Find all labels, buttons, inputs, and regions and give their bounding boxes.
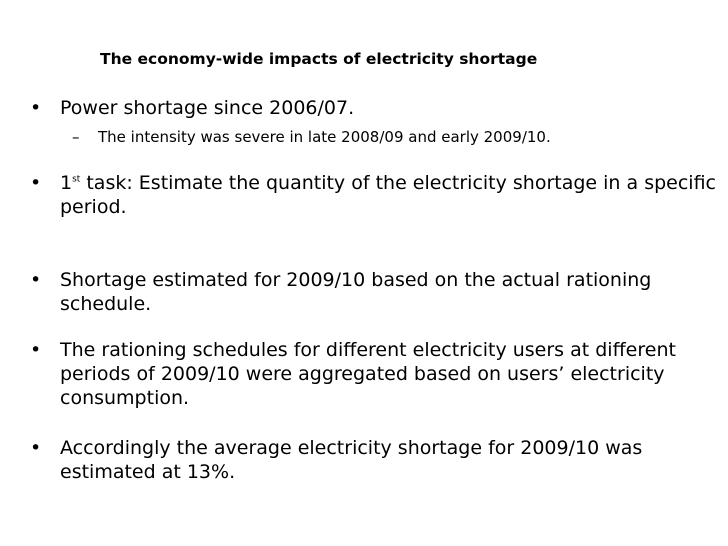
sub-bullet-text: The intensity was severe in late 2008/09… [98,128,551,146]
bullet-icon: • [30,437,42,459]
bullet-text: Accordingly the average electricity shor… [60,437,643,483]
bullet-text: The rationing schedules for different el… [60,339,676,409]
bullet-icon: • [30,172,42,194]
bullet-text: Power shortage since 2006/07. [60,97,355,119]
dash-icon: – [72,128,80,146]
bullet-icon: • [30,339,42,361]
bullet-text: Shortage estimated for 2009/10 based on … [60,269,652,315]
bullet-icon: • [30,97,42,119]
task-text: task: Estimate the quantity of the elect… [60,172,716,218]
bullet-icon: • [30,269,42,291]
bullet-text: 1st task: Estimate the quantity of the e… [60,171,725,219]
slide-title: The economy-wide impacts of electricity … [100,50,538,68]
ordinal-suffix: st [72,174,81,185]
task-number: 1 [60,172,73,194]
